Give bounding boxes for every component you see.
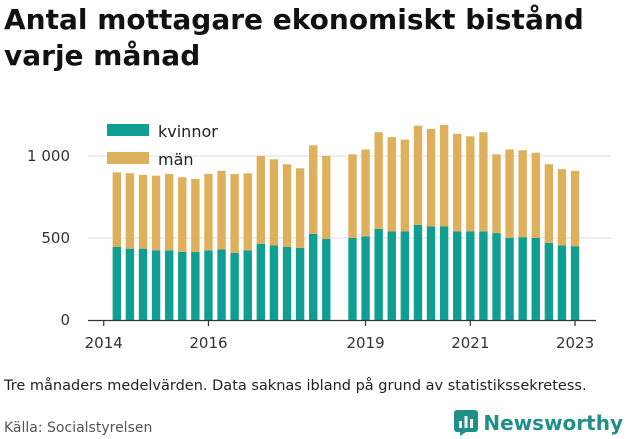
bar-man [269, 159, 279, 246]
bar-kvinnor [374, 228, 383, 320]
bar-man [243, 173, 252, 251]
bar-chart-icon [454, 410, 479, 436]
bar-kvinnor [217, 249, 226, 320]
bar-kvinnor [322, 238, 331, 320]
bar-man [426, 128, 436, 227]
y-tick-label: 1 000 [27, 147, 70, 165]
bar-kvinnor [557, 245, 567, 320]
bar-man [309, 145, 318, 234]
bar-kvinnor [466, 231, 475, 320]
bar-man [230, 174, 239, 253]
x-tick-label: 2019 [346, 334, 384, 352]
legend-label-man: män [158, 150, 194, 169]
bar-kvinnor [518, 237, 527, 320]
bar-kvinnor [348, 238, 357, 320]
bar-kvinnor [570, 246, 580, 320]
bar-man [191, 178, 200, 252]
bar-man [151, 175, 161, 251]
bar-kvinnor [164, 250, 174, 320]
bar-man [217, 170, 226, 250]
bar-man [125, 173, 135, 249]
bar-man [531, 152, 540, 238]
bar-man [439, 124, 449, 227]
bar-kvinnor [191, 251, 200, 320]
bar-man [518, 150, 527, 238]
bar-kvinnor [230, 252, 239, 320]
bar-kvinnor [309, 233, 318, 320]
legend-label-kvinnor: kvinnor [158, 122, 218, 141]
bar-man [204, 174, 213, 251]
bar-man [387, 137, 396, 232]
brand-logo: Newsworthy [454, 408, 623, 438]
bar-kvinnor [361, 236, 370, 320]
bar-man [256, 156, 266, 244]
bar-kvinnor [204, 250, 213, 320]
bar-kvinnor [492, 233, 501, 320]
bar-man [479, 132, 488, 232]
bar-man [492, 154, 501, 234]
bar-kvinnor [243, 250, 252, 320]
bar-kvinnor [479, 231, 488, 320]
bar-kvinnor [413, 224, 423, 320]
bar-kvinnor [426, 226, 436, 320]
bar-man [413, 125, 423, 225]
bar-man [400, 139, 410, 232]
bar-kvinnor [282, 247, 292, 320]
bar-kvinnor [256, 243, 266, 320]
bar-man [112, 172, 121, 248]
bar-kvinnor [387, 231, 396, 320]
bar-kvinnor [112, 247, 121, 320]
stacked-bar-chart: 0 500 1 000 2014 2016 2019 2021 2023 kvinnor mä… [27, 122, 611, 352]
bar-kvinnor [439, 226, 449, 320]
bar-kvinnor [544, 242, 554, 320]
bar-man [361, 149, 370, 237]
bar-kvinnor [531, 238, 540, 320]
brand-name: Newsworthy [483, 411, 623, 435]
bar-man [466, 136, 475, 232]
bar-kvinnor [178, 251, 187, 320]
bar-kvinnor [125, 248, 135, 320]
bar-kvinnor [151, 250, 161, 320]
x-tick-label: 2021 [451, 334, 489, 352]
bar-man [348, 154, 357, 238]
bar-man [453, 133, 462, 232]
bar-man [505, 149, 514, 238]
bar-man [295, 168, 305, 248]
bar-kvinnor [400, 231, 410, 320]
bar-man [138, 174, 148, 249]
x-tick-label: 2016 [189, 334, 227, 352]
x-tick-label: 2014 [85, 334, 123, 352]
chart-title: Antal mottagare ekonomiskt bistånd varje… [4, 3, 584, 72]
axes: 0 500 1 000 2014 2016 2019 2021 2023 [27, 147, 596, 352]
legend: kvinnor män [107, 122, 218, 169]
bar-man [570, 170, 580, 247]
bar-man [544, 164, 554, 243]
bar-man [178, 177, 187, 252]
bar-man [164, 174, 174, 251]
bar-man [557, 169, 567, 246]
legend-swatch-man [107, 152, 149, 164]
y-tick-label: 0 [60, 311, 70, 329]
bar-kvinnor [295, 247, 305, 320]
bar-man [282, 164, 292, 248]
bars [112, 124, 580, 320]
x-tick-label: 2023 [556, 334, 594, 352]
bar-kvinnor [138, 248, 148, 320]
bar-kvinnor [505, 238, 514, 320]
legend-swatch-kvinnor [107, 124, 149, 136]
y-tick-label: 500 [41, 229, 70, 247]
bar-man [374, 132, 383, 229]
bar-man [322, 156, 331, 239]
bar-kvinnor [269, 245, 279, 320]
source-note: Källa: Socialstyrelsen [4, 420, 153, 436]
chart-caption: Tre månaders medelvärden. Data saknas ib… [4, 378, 587, 394]
bar-kvinnor [453, 231, 462, 320]
